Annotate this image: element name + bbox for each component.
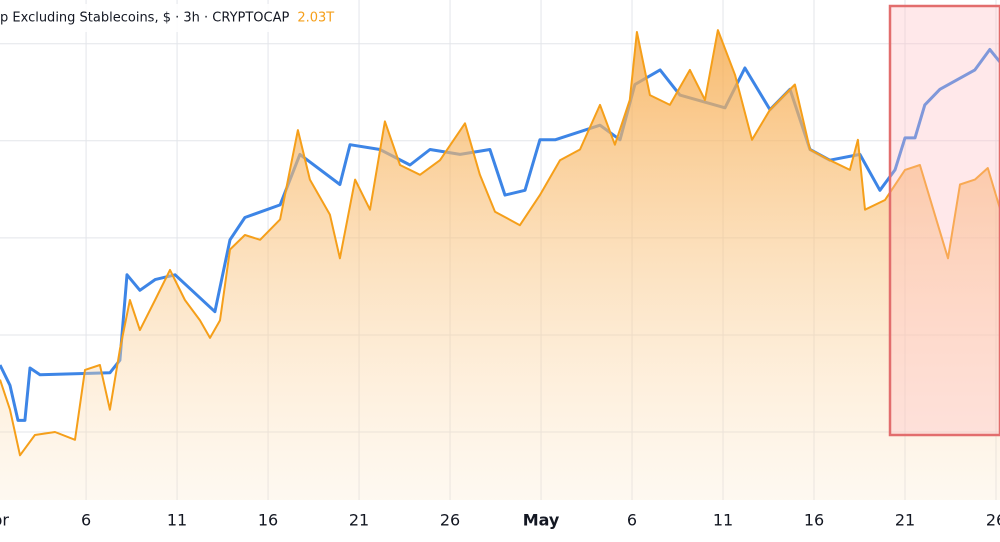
x-tick-label: 21 xyxy=(349,511,369,530)
x-axis: Apr 6 11 16 21 26 May 6 11 16 21 26 xyxy=(0,511,1000,530)
x-tick-label: 11 xyxy=(713,511,733,530)
x-tick-label: 26 xyxy=(986,511,1000,530)
x-tick-label: 6 xyxy=(627,511,637,530)
x-tick-label: 26 xyxy=(440,511,460,530)
x-tick-label: 21 xyxy=(895,511,915,530)
x-tick-label: Apr xyxy=(0,511,9,530)
x-tick-label: 11 xyxy=(167,511,187,530)
x-tick-label: 16 xyxy=(258,511,278,530)
plot xyxy=(0,29,1000,500)
x-tick-label: May xyxy=(523,511,560,530)
line xyxy=(0,48,1000,422)
line xyxy=(0,29,1000,457)
area xyxy=(0,30,1000,500)
highlight-box xyxy=(888,4,1000,437)
x-tick-label: 16 xyxy=(804,511,824,530)
header-background xyxy=(0,4,352,32)
chart-title: p Excluding Stablecoins, $ · 3h · CRYPTO… xyxy=(0,11,289,26)
x-tick-label: 6 xyxy=(81,511,91,530)
last-value: 2.03T xyxy=(297,11,334,26)
